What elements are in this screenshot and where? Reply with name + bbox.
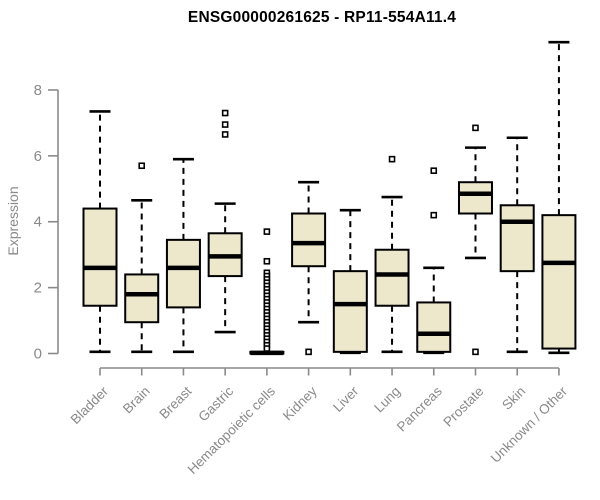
boxplot-hematopoietic-cells <box>249 228 285 356</box>
outlier-point <box>263 257 271 265</box>
iqr-box <box>541 214 577 350</box>
y-tick-label: 4 <box>34 214 42 231</box>
chart-title: ENSG00000261625 - RP11-554A11.4 <box>187 9 457 26</box>
boxplot-kidney <box>291 180 327 356</box>
x-tick-label-bladder: Bladder <box>68 383 112 427</box>
y-axis: 0 2 4 6 8 <box>34 82 59 363</box>
iqr-box <box>124 273 160 324</box>
x-tick-label-gastric: Gastric <box>195 383 236 424</box>
iqr-box <box>165 238 201 309</box>
iqr-box <box>416 301 452 353</box>
boxplot-liver <box>332 208 368 355</box>
y-tick-label: 6 <box>34 148 42 165</box>
iqr-box <box>457 181 493 215</box>
boxplot-lung <box>374 155 410 354</box>
x-tick-label-lung: Lung <box>371 384 403 416</box>
boxplot-gastric <box>207 109 243 334</box>
boxplot-skin <box>499 136 535 354</box>
outlier-point <box>305 348 312 356</box>
y-tick-label: 0 <box>34 346 42 363</box>
outlier-point <box>472 124 479 132</box>
outlier-point <box>138 162 146 170</box>
x-tick-label-kidney: Kidney <box>280 383 320 423</box>
y-tick-label: 2 <box>34 280 42 297</box>
outlier-point <box>263 345 271 352</box>
x-tick-label-brain: Brain <box>120 384 153 417</box>
x-tick-label-unknown-other: Unknown / Other <box>488 383 571 466</box>
iqr-box <box>82 207 118 307</box>
boxplot-pancreas <box>416 167 452 355</box>
outlier-point <box>221 121 229 128</box>
outlier-point <box>221 109 229 117</box>
outlier-point <box>263 228 271 235</box>
iqr-box <box>374 248 410 307</box>
outlier-point <box>430 167 438 174</box>
x-tick-label-prostate: Prostate <box>440 384 486 430</box>
boxplot-unknown-other <box>541 40 577 355</box>
x-tick-label-pancreas: Pancreas <box>394 383 445 434</box>
boxplot-prostate <box>457 124 493 356</box>
x-tick-label-liver: Liver <box>330 383 362 415</box>
x-tick-label-skin: Skin <box>499 384 528 413</box>
iqr-box <box>332 270 368 353</box>
outlier-point <box>472 348 479 356</box>
outlier-point <box>430 211 438 219</box>
iqr-box <box>499 204 535 273</box>
outlier-point <box>221 131 229 138</box>
boxplot-brain <box>124 162 160 354</box>
boxplot-breast <box>165 157 201 354</box>
x-tick-label-breast: Breast <box>156 383 194 421</box>
boxplot-bladder <box>82 110 118 354</box>
iqr-box <box>291 212 327 268</box>
outlier-point <box>388 155 396 163</box>
y-tick-label: 8 <box>34 82 42 99</box>
